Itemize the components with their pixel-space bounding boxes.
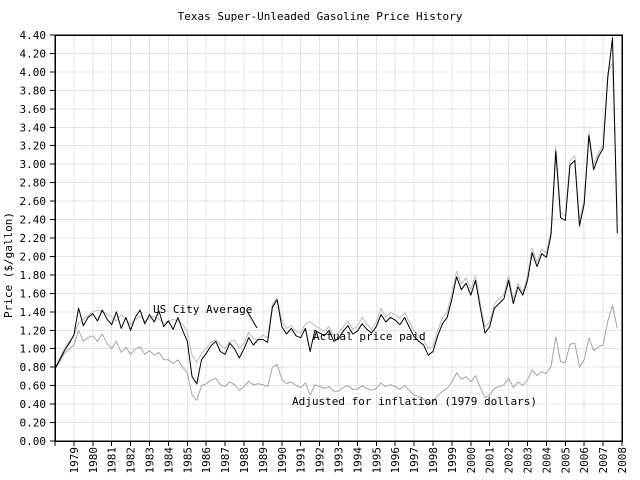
annotation-us-city-average: US City Average [153, 303, 253, 316]
y-tick-label: 3.20 [20, 140, 47, 153]
x-tick-label: 2000 [465, 447, 478, 474]
x-tick-label: 1996 [389, 447, 402, 474]
x-tick-label: 1987 [219, 447, 232, 474]
y-tick-label: 4.40 [20, 29, 47, 42]
x-tick-label: 2007 [597, 447, 610, 474]
x-tick-label: 1993 [333, 447, 346, 474]
y-tick-label: 2.80 [20, 177, 47, 190]
annotation-pointer-line [246, 310, 258, 329]
y-tick-label: 1.80 [20, 269, 47, 282]
x-tick-label: 1985 [181, 447, 194, 474]
y-axis-label: Price ($/gallon) [2, 212, 15, 318]
x-tick-label: 1995 [370, 447, 383, 474]
y-tick-label: 0.00 [20, 435, 47, 448]
x-tick-label: 1984 [162, 447, 175, 474]
y-tick-label: 2.60 [20, 195, 47, 208]
x-tick-label: 1979 [68, 447, 81, 474]
x-tick-label: 1980 [87, 447, 100, 474]
y-tick-label: 1.00 [20, 343, 47, 356]
y-tick-label: 3.40 [20, 121, 47, 134]
y-tick-label: 0.20 [20, 417, 47, 430]
x-tick-label: 2006 [578, 447, 591, 474]
x-tick-label: 2005 [559, 447, 572, 474]
x-tick-label: 1989 [257, 447, 270, 474]
y-tick-label: 0.60 [20, 380, 47, 393]
annotation-actual-price-paid: Actual price paid [313, 330, 426, 343]
y-tick-label: 3.00 [20, 158, 47, 171]
x-tick-label: 2008 [616, 447, 629, 474]
y-tick-label: 3.80 [20, 84, 47, 97]
y-tick-label: 2.40 [20, 214, 47, 227]
y-tick-label: 4.00 [20, 66, 47, 79]
x-tick-label: 1992 [314, 447, 327, 474]
x-tick-label: 1994 [351, 447, 364, 474]
x-tick-label: 1990 [276, 447, 289, 474]
x-tick-label: 2001 [484, 447, 497, 474]
x-tick-label: 1988 [238, 447, 251, 474]
y-tick-label: 2.00 [20, 250, 47, 263]
y-tick-label: 1.20 [20, 324, 47, 337]
y-tick-label: 0.40 [20, 398, 47, 411]
y-tick-label: 3.60 [20, 103, 47, 116]
x-tick-label: 2003 [522, 447, 535, 474]
y-tick-label: 4.20 [20, 47, 47, 60]
x-tick-label: 1983 [144, 447, 157, 474]
y-tick-label: 1.60 [20, 287, 47, 300]
x-tick-label: 2004 [540, 447, 553, 474]
x-tick-label: 1991 [295, 447, 308, 474]
y-tick-label: 1.40 [20, 306, 47, 319]
y-tick-label: 0.80 [20, 361, 47, 374]
series-line-us-city-average [54, 62, 618, 368]
chart-title: Texas Super-Unleaded Gasoline Price Hist… [177, 10, 463, 23]
x-tick-label: 1997 [408, 447, 421, 474]
x-tick-label: 1986 [200, 447, 213, 474]
x-tick-label: 1981 [106, 447, 119, 474]
x-tick-label: 2002 [503, 447, 516, 474]
annotation-adjusted-for-inflation: Adjusted for inflation (1979 dollars) [292, 395, 538, 408]
series-line-adjusted-for-inflation-1979-dollars- [54, 304, 618, 404]
x-tick-label: 1999 [446, 447, 459, 474]
series-line-actual-price-paid [54, 37, 618, 385]
y-tick-label: 2.20 [20, 232, 47, 245]
x-tick-label: 1998 [427, 447, 440, 474]
x-tick-label: 1982 [125, 447, 138, 474]
